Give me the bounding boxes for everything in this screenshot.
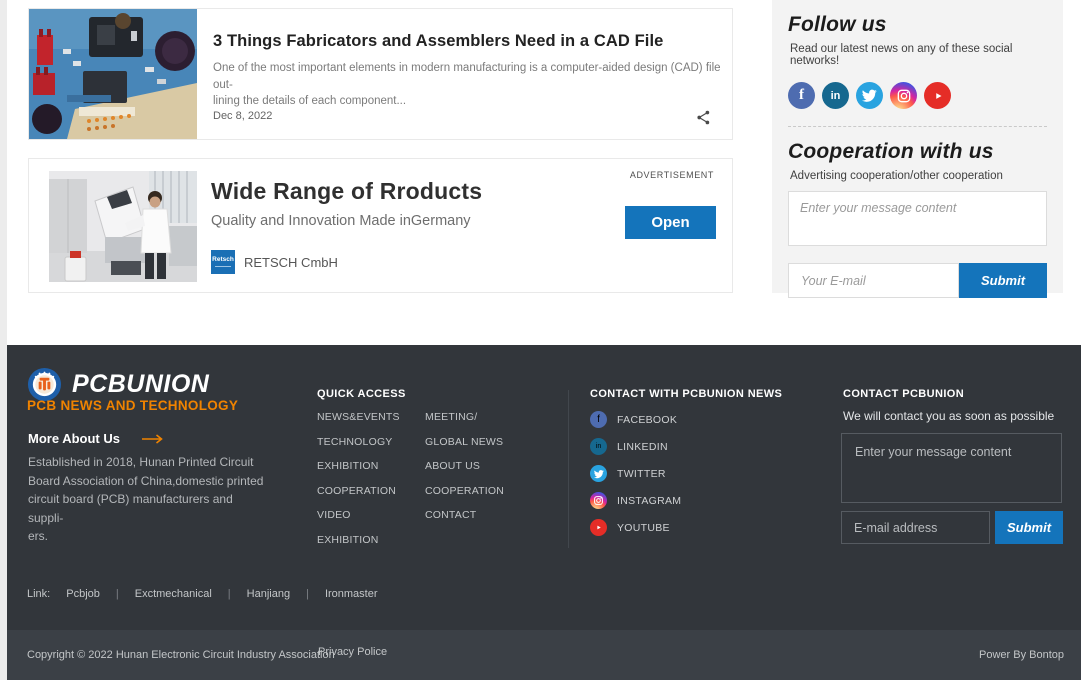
- advertisement-card: ADVERTISEMENT Wide Range: [28, 158, 733, 293]
- follow-us-subtitle: Read our latest news on any of these soc…: [790, 43, 1013, 67]
- footer-vertical-divider: [568, 390, 569, 548]
- share-button[interactable]: [694, 109, 712, 127]
- ad-thumbnail-lab-image: [49, 171, 197, 282]
- footer-youtube-link[interactable]: YOUTUBE: [590, 519, 681, 536]
- page-footer: PCBUNION PCB NEWS AND TECHNOLOGY More Ab…: [0, 345, 1081, 680]
- advertiser-name: RETSCH CmbH: [244, 254, 338, 270]
- follow-us-title: Follow us: [788, 13, 887, 36]
- pcbunion-logo: [27, 367, 62, 402]
- right-sidebar: Follow us Read our latest news on any of…: [772, 0, 1063, 298]
- footer-link-video[interactable]: VIDEO: [317, 509, 400, 521]
- footer-link-cooperation[interactable]: COOPERATION: [317, 485, 400, 497]
- footer-email-row: Submit: [841, 511, 1063, 544]
- footer-submit-button[interactable]: Submit: [995, 511, 1063, 544]
- sidebar-divider: [788, 126, 1047, 127]
- ad-subtitle: Quality and Innovation Made inGermany: [211, 213, 471, 229]
- footer-instagram-link[interactable]: INSTAGRAM: [590, 492, 681, 509]
- arrow-right-icon: [141, 433, 163, 444]
- cooperation-email-input[interactable]: [788, 263, 959, 298]
- cooperation-title: Cooperation with us: [788, 140, 994, 163]
- contact-social-list: f FACEBOOK in LINKEDIN TWITTER INSTAGRAM…: [590, 411, 681, 536]
- footer-email-input[interactable]: [841, 511, 990, 544]
- retsch-logo: Retsch: [211, 250, 235, 274]
- advertiser-row: Retsch RETSCH CmbH: [211, 250, 338, 274]
- link-separator: |: [115, 588, 119, 600]
- news-excerpt: One of the most important elements in mo…: [213, 62, 721, 108]
- ad-title: Wide Range of Rroducts: [211, 178, 483, 204]
- news-article-card[interactable]: 3 Things Fabricators and Assemblers Need…: [28, 8, 733, 140]
- youtube-link[interactable]: [924, 82, 951, 109]
- social-icons-row: f in: [788, 82, 1047, 109]
- footer-brand-tagline: PCB NEWS AND TECHNOLOGY: [27, 398, 239, 413]
- twitter-icon: [862, 89, 877, 102]
- news-date: Dec 8, 2022: [213, 110, 273, 122]
- linkedin-icon: in: [590, 438, 607, 455]
- link-separator: |: [306, 588, 309, 600]
- news-thumbnail-pcb-image: [29, 9, 197, 139]
- instagram-link[interactable]: [890, 82, 917, 109]
- footer-brand-description: Established in 2018, Hunan Printed Circu…: [28, 455, 264, 544]
- facebook-link[interactable]: f: [788, 82, 815, 109]
- partner-links-row: Link: Pcbjob | Exctmechanical | Hanjiang…: [27, 588, 378, 600]
- links-label: Link:: [27, 588, 51, 600]
- quick-access-column-1: NEWS&EVENTS TECHNOLOGY EXHIBITION COOPER…: [317, 411, 400, 558]
- privacy-police-link[interactable]: Privacy Police: [318, 646, 388, 658]
- page-left-margin: [0, 0, 7, 680]
- youtube-icon: [590, 519, 607, 536]
- contact-form-heading: CONTACT PCBUNION: [843, 388, 965, 400]
- youtube-icon: [935, 92, 941, 99]
- footer-twitter-link[interactable]: TWITTER: [590, 465, 681, 482]
- twitter-icon: [590, 465, 607, 482]
- contact-form-subtitle: We will contact you as soon as possible: [843, 409, 1055, 423]
- footer-link-technology[interactable]: TECHNOLOGY: [317, 436, 400, 448]
- facebook-icon: f: [799, 87, 804, 103]
- cooperation-message-input[interactable]: [788, 191, 1047, 246]
- quick-access-column-2: MEETING/ GLOBAL NEWS ABOUT US COOPERATIO…: [425, 411, 504, 534]
- footer-link-about-us[interactable]: ABOUT US: [425, 460, 504, 472]
- footer-linkedin-link[interactable]: in LINKEDIN: [590, 438, 681, 455]
- contact-social-heading: CONTACT WITH PCBUNION NEWS: [590, 388, 783, 400]
- cooperation-submit-button[interactable]: Submit: [959, 263, 1047, 298]
- power-by-text: Power By Bontop: [979, 649, 1064, 661]
- footer-link-cooperation-2[interactable]: COOPERATION: [425, 484, 505, 497]
- footer-message-input[interactable]: [841, 433, 1062, 503]
- instagram-icon: [590, 492, 607, 509]
- more-about-us-link[interactable]: More About Us: [28, 431, 164, 446]
- advertisement-label: ADVERTISEMENT: [629, 170, 714, 180]
- twitter-link[interactable]: [856, 82, 883, 109]
- linkedin-icon: in: [830, 89, 841, 102]
- footer-brand-row: PCBUNION: [27, 367, 209, 402]
- instagram-icon: [897, 89, 910, 102]
- copyright-bar: Copyright © 2022 Hunan Electronic Circui…: [0, 630, 1081, 680]
- partner-link-pcbjob[interactable]: Pcbjob: [66, 588, 100, 600]
- cooperation-subtitle: Advertising cooperation/other cooperatio…: [790, 170, 1003, 182]
- footer-brand-name: PCBUNION: [72, 370, 210, 398]
- news-title[interactable]: 3 Things Fabricators and Assemblers Need…: [213, 32, 664, 50]
- linkedin-link[interactable]: in: [822, 82, 849, 109]
- footer-link-exhibition-2[interactable]: EXHIBITION: [317, 534, 400, 546]
- cooperation-email-row: Submit: [788, 263, 1047, 298]
- footer-link-exhibition[interactable]: EXHIBITION: [317, 460, 400, 472]
- ad-open-button[interactable]: Open: [625, 206, 716, 239]
- footer-link-global-news[interactable]: GLOBAL NEWS: [425, 435, 504, 448]
- footer-link-contact[interactable]: CONTACT: [425, 509, 504, 521]
- footer-link-news-events[interactable]: NEWS&EVENTS: [317, 411, 400, 423]
- partner-link-exctmechanical[interactable]: Exctmechanical: [134, 588, 212, 600]
- partner-link-hanjiang[interactable]: Hanjiang: [246, 588, 291, 600]
- copyright-text: Copyright © 2022 Hunan Electronic Circui…: [27, 649, 335, 661]
- share-icon: [696, 110, 709, 125]
- facebook-icon: f: [590, 411, 607, 428]
- link-separator: |: [227, 588, 231, 600]
- quick-access-heading: QUICK ACCESS: [317, 388, 406, 400]
- partner-link-ironmaster[interactable]: Ironmaster: [324, 588, 378, 600]
- footer-facebook-link[interactable]: f FACEBOOK: [590, 411, 681, 428]
- footer-link-meeting[interactable]: MEETING/: [425, 411, 504, 423]
